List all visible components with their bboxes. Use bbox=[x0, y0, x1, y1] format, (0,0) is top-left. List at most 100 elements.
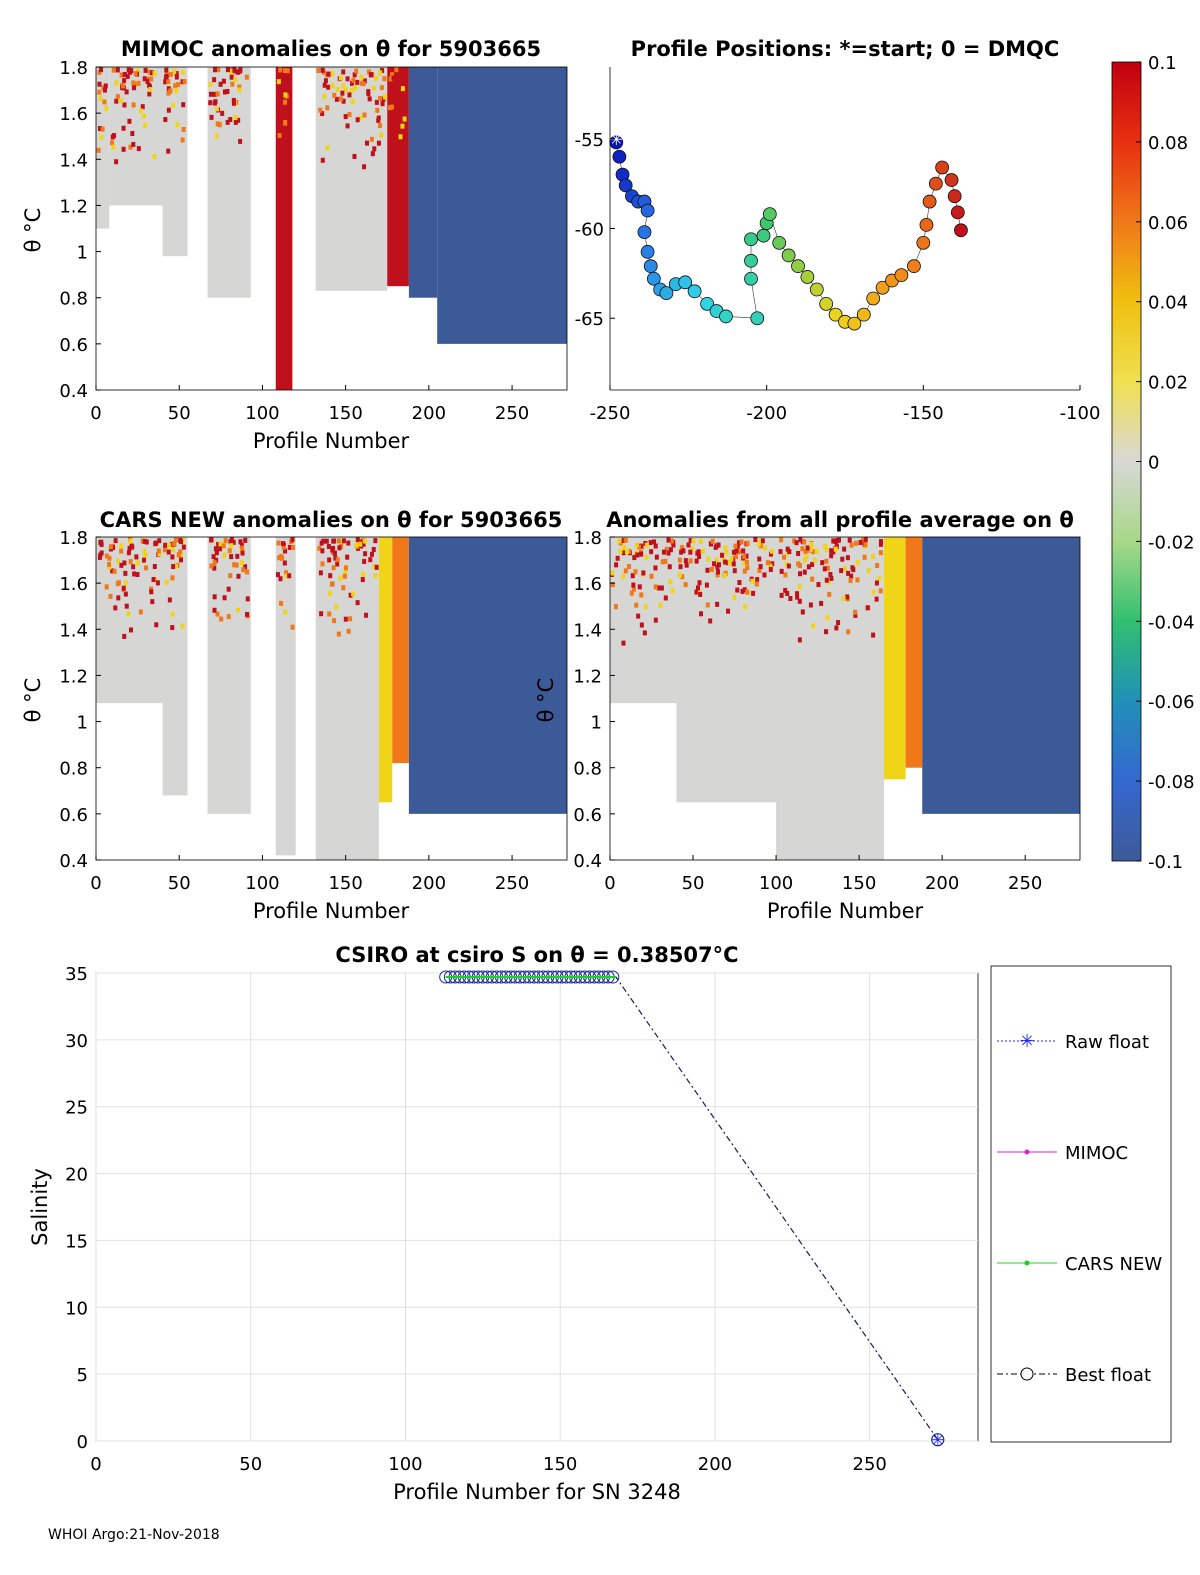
mimoc-speckle bbox=[335, 86, 340, 92]
cars-speckle bbox=[162, 547, 167, 553]
cars-speckle bbox=[284, 573, 289, 579]
salinity-xlabel: Profile Number for SN 3248 bbox=[393, 1480, 681, 1504]
positions-ytick-label: -65 bbox=[575, 309, 604, 330]
mimoc-speckle bbox=[403, 82, 408, 88]
salinity-panel: ✳ CSIRO at csiro S on θ = 0.38507°C Prof… bbox=[28, 943, 979, 1504]
avg-speckle bbox=[785, 546, 790, 552]
profile-position-point bbox=[866, 291, 881, 306]
mimoc-speckle bbox=[166, 148, 171, 154]
cars-speckle bbox=[243, 537, 248, 543]
cars-speckle bbox=[215, 611, 220, 617]
cars-speckle bbox=[319, 611, 324, 617]
cars-speckle bbox=[121, 585, 126, 591]
avg-speckle bbox=[778, 549, 783, 555]
salinity-ytick-label: 0 bbox=[77, 1432, 88, 1453]
cars-speckle bbox=[290, 624, 295, 630]
cars-speckle bbox=[328, 573, 333, 579]
cars-speckle bbox=[212, 560, 217, 566]
avg-speckle bbox=[639, 622, 644, 628]
cars-speckle bbox=[229, 543, 234, 549]
mimoc-speckle bbox=[322, 82, 327, 88]
avg-speckle bbox=[853, 609, 858, 615]
mimoc-speckle bbox=[110, 140, 115, 146]
avg-speckle bbox=[768, 563, 773, 569]
mimoc-speckle bbox=[283, 92, 288, 98]
salinity-ytick-label: 20 bbox=[65, 1165, 88, 1186]
cars-speckle bbox=[131, 564, 136, 570]
cars-speckle bbox=[223, 538, 228, 544]
cars-speckle bbox=[127, 545, 132, 551]
avg-speckle bbox=[855, 560, 860, 566]
mimoc-speckle bbox=[215, 121, 220, 127]
avg-speckle bbox=[829, 575, 834, 581]
cars-speckle bbox=[338, 575, 343, 581]
avg-speckle bbox=[810, 576, 815, 582]
mimoc-speckle bbox=[368, 72, 373, 78]
mimoc-speckle bbox=[147, 91, 152, 97]
cars-title: CARS NEW anomalies on θ for 5903665 bbox=[100, 508, 563, 532]
mimoc-speckle bbox=[180, 137, 185, 143]
mimoc-speckle bbox=[334, 96, 339, 102]
mimoc-speckle bbox=[138, 108, 143, 114]
mimoc-speckle bbox=[349, 87, 354, 93]
mimoc-speckle bbox=[124, 89, 129, 95]
mimoc-ytick-label: 0.6 bbox=[59, 335, 88, 356]
salinity-xtick-label: 150 bbox=[543, 1454, 577, 1475]
mimoc-ytick-label: 1 bbox=[77, 243, 88, 264]
avg-speckle bbox=[613, 604, 618, 610]
avg-speckle bbox=[824, 546, 829, 552]
cars-speckle bbox=[170, 547, 175, 553]
cars-speckle bbox=[371, 547, 376, 553]
avg-speckle bbox=[796, 550, 801, 556]
profile-position-point bbox=[922, 194, 937, 209]
avg-speckle bbox=[668, 579, 673, 585]
mimoc-speckle bbox=[131, 80, 136, 86]
cars-speckle bbox=[126, 611, 131, 617]
avg-speckle bbox=[797, 637, 802, 643]
cars-speckle bbox=[178, 549, 183, 555]
mimoc-speckle bbox=[235, 69, 240, 75]
avg-speckle bbox=[803, 548, 808, 554]
avg-speckle bbox=[630, 573, 635, 579]
cars-speckle bbox=[211, 554, 216, 560]
cars-ytick-label: 1 bbox=[77, 713, 88, 734]
avg-speckle bbox=[779, 592, 784, 598]
mimoc-speckle bbox=[351, 77, 356, 83]
mimoc-speckle bbox=[212, 67, 217, 73]
avg-speckle bbox=[634, 602, 639, 608]
avg-speckle bbox=[634, 542, 639, 548]
avg-speckle bbox=[653, 565, 658, 571]
cars-speckle bbox=[180, 623, 185, 629]
cars-speckle bbox=[362, 558, 367, 564]
mimoc-speckle bbox=[355, 79, 360, 85]
avg-speckle bbox=[745, 589, 750, 595]
mimoc-speckle bbox=[323, 78, 328, 84]
colorbar-tick-label: -0.04 bbox=[1148, 612, 1195, 633]
legend-box bbox=[990, 965, 1172, 1443]
cars-speckle bbox=[149, 586, 154, 592]
mimoc-speckle bbox=[166, 107, 171, 113]
salinity-ytick-label: 5 bbox=[77, 1365, 88, 1386]
cars-speckle bbox=[116, 595, 121, 601]
cars-speckle bbox=[320, 561, 325, 567]
mimoc-speckle bbox=[285, 68, 290, 74]
cars-band bbox=[207, 537, 251, 814]
avg-speckle bbox=[700, 548, 705, 554]
avg-speckle bbox=[688, 549, 693, 555]
avg-speckle bbox=[834, 544, 839, 550]
avg-band bbox=[922, 537, 1080, 814]
cars-ytick-label: 0.4 bbox=[59, 851, 88, 872]
avg-speckle bbox=[615, 555, 620, 561]
mimoc-band bbox=[387, 67, 409, 287]
colorbar-tick-label: 0.08 bbox=[1148, 133, 1188, 154]
cars-speckle bbox=[151, 577, 156, 583]
mimoc-speckle bbox=[369, 136, 374, 142]
avg-speckle bbox=[727, 560, 732, 566]
mimoc-speckle bbox=[143, 67, 148, 73]
mimoc-speckle bbox=[96, 147, 101, 153]
avg-speckle bbox=[842, 566, 847, 572]
cars-speckle bbox=[334, 604, 339, 610]
mimoc-speckle bbox=[237, 84, 242, 90]
mimoc-speckle bbox=[163, 79, 168, 85]
avg-speckle bbox=[866, 568, 871, 574]
